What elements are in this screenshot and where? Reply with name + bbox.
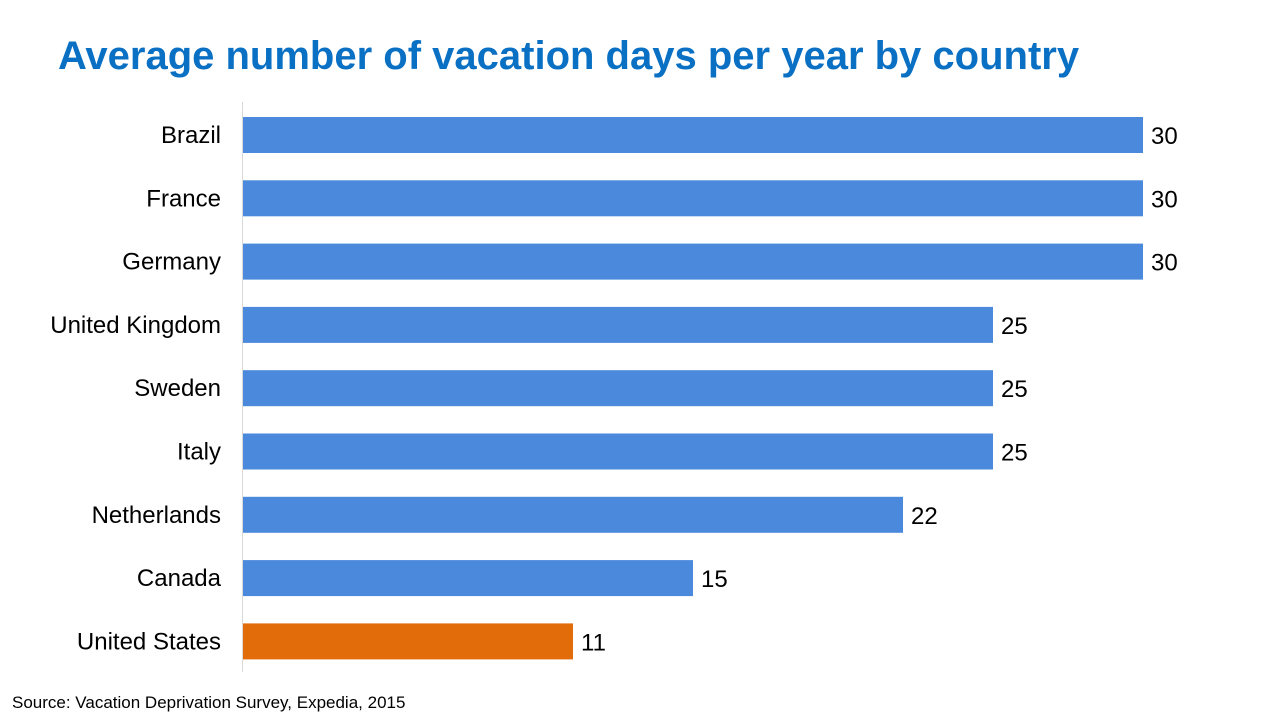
bar <box>243 117 1143 153</box>
bar <box>243 243 1143 280</box>
category-label: United Kingdom <box>50 312 221 339</box>
bar <box>243 433 993 470</box>
category-label: Sweden <box>134 375 221 402</box>
category-label: Netherlands <box>92 502 221 529</box>
bar <box>243 623 573 660</box>
category-label: Italy <box>177 439 221 466</box>
bar <box>243 306 993 343</box>
category-label: United States <box>77 628 221 655</box>
category-label: Canada <box>137 565 222 592</box>
bar <box>243 496 903 533</box>
data-label: 25 <box>1001 376 1028 403</box>
data-label: 30 <box>1151 186 1178 213</box>
bar <box>243 560 693 597</box>
category-label: Germany <box>122 249 221 276</box>
source-note: Source: Vacation Deprivation Survey, Exp… <box>12 693 406 712</box>
data-label: 15 <box>701 566 728 593</box>
data-label: 22 <box>911 503 938 530</box>
chart-title: Average number of vacation days per year… <box>58 34 1080 78</box>
data-label: 25 <box>1001 440 1028 467</box>
data-label: 25 <box>1001 313 1028 340</box>
category-label: France <box>146 185 221 212</box>
data-label: 11 <box>581 629 606 656</box>
data-label: 30 <box>1151 250 1178 277</box>
bar <box>243 370 993 407</box>
category-label: Brazil <box>161 122 221 149</box>
data-label: 30 <box>1151 123 1178 150</box>
bar <box>243 180 1143 217</box>
